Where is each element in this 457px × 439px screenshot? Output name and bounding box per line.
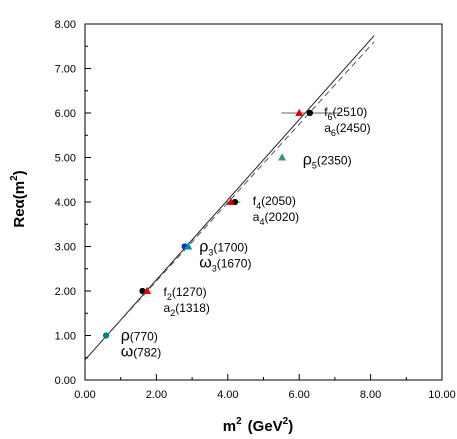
triangle-marker: [143, 286, 152, 294]
particle-label: ρ5(2350): [303, 152, 352, 171]
y-tick-label: 2.00: [55, 286, 76, 298]
fit-line-dashed: [102, 41, 375, 341]
triangle-marker: [295, 108, 304, 116]
particle-label: ρ3(1700)ω3(1670): [199, 239, 251, 274]
circle-marker: [102, 332, 110, 339]
particle-label-line: ω3(1670): [199, 255, 251, 274]
particle-mass: (1670): [217, 257, 252, 271]
y-tick-label: 1.00: [55, 331, 76, 343]
particle-labels: ρ(770)ω(782)f2(1270)a2(1318)ρ3(1700)ω3(1…: [121, 105, 371, 361]
x-tick-label: 2.00: [146, 389, 167, 401]
particle-subscript: 4: [256, 201, 261, 211]
particle-label-line: a6(2450): [324, 121, 370, 138]
particle-mass: (2020): [264, 210, 299, 224]
particle-name: a: [164, 301, 171, 315]
particle-label-line: a4(2020): [253, 210, 299, 227]
particle-mass: (2350): [317, 154, 352, 168]
particle-subscript: 6: [328, 112, 333, 122]
particle-mass: (1270): [172, 285, 207, 299]
particle-label-line: ρ(770): [121, 328, 158, 345]
x-axis-ticks: 0.00 2.00 4.00 6.00 8.00 10.00: [74, 374, 456, 401]
particle-subscript: 2: [170, 308, 175, 318]
x-axis-title: m2 (GeV2): [223, 416, 293, 435]
particle-subscript: 6: [331, 128, 336, 138]
particle-subscript: 3: [208, 248, 213, 258]
particle-name: ω: [121, 344, 134, 361]
particle-name: f: [253, 194, 257, 208]
particle-name: ρ: [199, 239, 208, 256]
triangle-marker: [184, 242, 193, 250]
y-tick-label: 3.00: [55, 242, 76, 254]
particle-name: ρ: [121, 328, 130, 345]
particle-mass: (2510): [333, 105, 368, 119]
data-points: [102, 108, 314, 339]
fit-lines: [84, 35, 375, 361]
y-tick-label: 8.00: [55, 19, 76, 31]
y-axis-ticks: 0.00 1.00 2.00 3.00 4.00 5.00 6.00 7.00 8.00: [55, 19, 91, 387]
particle-mass: (1318): [175, 301, 210, 315]
particle-label-line: f6(2510): [324, 105, 367, 122]
particle-mass: (1700): [213, 241, 248, 255]
x-tick-label: 10.00: [428, 389, 456, 401]
particle-name: f: [164, 285, 168, 299]
particle-mass: (770): [130, 330, 158, 344]
y-axis-title: Reα(m2): [9, 170, 28, 227]
particle-subscript: 2: [167, 292, 172, 302]
particle-name: a: [324, 121, 331, 135]
particle-label-line: f2(1270): [164, 285, 207, 302]
triangle-marker: [278, 153, 287, 161]
y-tick-label: 0.00: [55, 375, 76, 387]
particle-subscript: 4: [259, 217, 264, 227]
particle-mass: (2050): [261, 194, 296, 208]
y-tick-label: 5.00: [55, 153, 76, 165]
particle-mass: (782): [133, 346, 161, 360]
x-tick-label: 6.00: [288, 389, 309, 401]
triangle-marker: [226, 197, 235, 205]
y-tick-label: 4.00: [55, 197, 76, 209]
particle-subscript: 3: [212, 264, 217, 274]
particle-label: ρ(770)ω(782): [121, 328, 162, 361]
particle-name: ω: [199, 255, 212, 272]
particle-label: f2(1270)a2(1318): [164, 285, 210, 318]
particle-name: a: [253, 210, 260, 224]
fit-line-solid: [84, 35, 375, 361]
particle-label-line: a2(1318): [164, 301, 210, 318]
particle-label-line: ρ3(1700): [199, 239, 248, 258]
particle-label-line: f4(2050): [253, 194, 296, 211]
particle-label: f6(2510)a6(2450): [324, 105, 370, 138]
particle-name: ρ: [303, 152, 312, 169]
particle-label-line: ω(782): [121, 344, 162, 361]
y-tick-label: 6.00: [55, 108, 76, 120]
particle-label-line: ρ5(2350): [303, 152, 352, 171]
x-tick-label: 8.00: [360, 389, 381, 401]
x-tick-label: 0.00: [74, 389, 95, 401]
circle-marker: [306, 109, 314, 117]
y-tick-label: 7.00: [55, 64, 76, 76]
particle-subscript: 5: [312, 161, 317, 171]
particle-mass: (2450): [336, 121, 371, 135]
particle-label: f4(2050)a4(2020): [253, 194, 299, 227]
particle-name: f: [324, 105, 328, 119]
x-tick-label: 4.00: [217, 389, 238, 401]
